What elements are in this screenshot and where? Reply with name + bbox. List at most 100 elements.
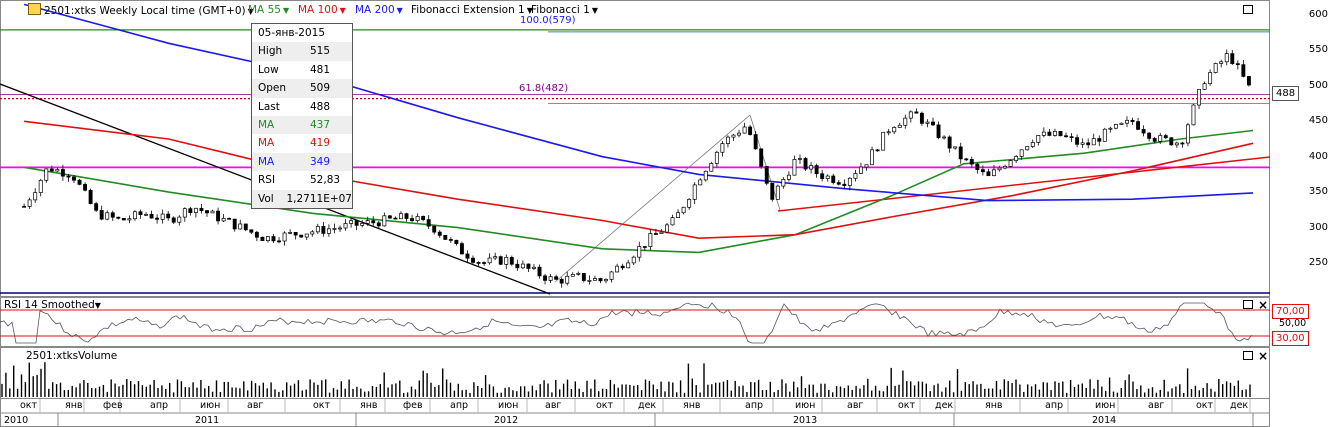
candle-body <box>886 131 891 134</box>
x-month-label: апр <box>450 400 469 411</box>
candle-body <box>498 256 503 265</box>
candle-body <box>892 127 897 133</box>
candle-body <box>410 218 414 222</box>
candle-body <box>227 217 232 220</box>
candle-body <box>421 216 426 220</box>
candle-body <box>77 179 82 185</box>
candle-body <box>182 208 187 218</box>
fibonacci-legend[interactable]: Fibonacci 1 ▼ <box>531 4 599 16</box>
candle-body <box>1003 166 1008 169</box>
candle-body <box>714 151 719 164</box>
candle-body <box>803 158 808 170</box>
candle-body <box>1219 61 1224 64</box>
candle-body <box>171 217 176 223</box>
volume-maximize-icon[interactable] <box>1243 351 1253 360</box>
x-month-label: янв <box>985 400 1003 411</box>
candle-body <box>548 276 553 281</box>
volume-close-icon[interactable]: × <box>1258 349 1269 363</box>
candle-body <box>232 218 237 230</box>
candle-body <box>1191 104 1196 126</box>
info-key: Open <box>258 82 287 95</box>
candle-body <box>1019 149 1024 157</box>
x-month-label: окт <box>898 400 916 411</box>
symbol-selector[interactable]: 2501:xtks Weekly Local time (GMT+0) ▼ <box>28 3 254 17</box>
candle-body <box>509 256 514 265</box>
ma100-legend[interactable]: MA 100 ▼ <box>298 4 346 16</box>
candle-body <box>260 236 265 241</box>
x-year-label: 2011 <box>195 415 220 426</box>
info-key: Vol <box>258 192 274 205</box>
candle-body <box>1069 136 1074 138</box>
candle-body <box>520 263 525 269</box>
candle-body <box>814 165 819 175</box>
candle-body <box>88 189 93 204</box>
candle-body <box>792 159 797 176</box>
candle-body <box>1185 124 1190 144</box>
ma55-legend[interactable]: MA 55 ▼ <box>248 4 290 16</box>
info-row-ma: MA 419 <box>252 134 352 152</box>
candle-body <box>1030 142 1035 147</box>
candle-body <box>626 262 631 269</box>
candle-body <box>33 192 38 201</box>
candle-body <box>399 213 403 220</box>
x-month-label: июн <box>795 400 816 411</box>
uptrend-line <box>777 156 1271 212</box>
info-value: 509 <box>310 82 331 95</box>
candle-body <box>798 158 802 160</box>
volume-panel-title: 2501:xtksVolume <box>26 350 118 362</box>
x-month-label: авг <box>545 400 562 411</box>
rsi-50-label: 50,00 <box>1279 318 1307 329</box>
candle-body <box>836 182 841 185</box>
y-tick-label: 600 <box>1308 9 1328 20</box>
candle-body <box>881 131 886 151</box>
candle-body <box>465 253 470 259</box>
candle-body <box>581 272 586 281</box>
rsi-panel-title[interactable]: RSI 14 Smoothed▼ <box>4 299 101 311</box>
rsi-close-icon[interactable]: × <box>1258 298 1269 312</box>
candle-body <box>748 126 753 135</box>
candle-body <box>138 211 143 215</box>
candle-body <box>1041 131 1046 136</box>
x-month-label: июн <box>200 400 221 411</box>
candle-body <box>482 262 487 264</box>
candle-body <box>653 233 658 235</box>
candle-body <box>155 217 160 220</box>
candle-body <box>919 112 924 124</box>
fib-extension-legend[interactable]: Fibonacci Extension 1 ▼ <box>411 4 533 16</box>
candle-body <box>975 163 980 170</box>
candle-body <box>1075 137 1080 145</box>
candle-body <box>897 124 902 128</box>
candle-body <box>365 220 370 224</box>
x-month-label: янв <box>360 400 378 411</box>
ma200-legend[interactable]: MA 200 ▼ <box>355 4 403 16</box>
candle-body <box>415 216 420 222</box>
info-key: MA <box>258 137 275 150</box>
candle-body <box>437 231 442 236</box>
fib-618-label: 61.8(482) <box>519 83 569 94</box>
candle-body <box>720 143 725 153</box>
candle-body <box>847 177 852 186</box>
price-panel-frame <box>0 0 1270 297</box>
candle-body <box>1008 160 1013 167</box>
candle-body <box>210 210 215 214</box>
ma55-line <box>23 129 1254 254</box>
symbol-icon <box>28 3 41 15</box>
candle-body <box>565 275 570 284</box>
rsi-maximize-icon[interactable] <box>1243 300 1253 309</box>
candle-body <box>1025 146 1030 151</box>
info-date-row: 05-янв-2015 <box>258 27 326 39</box>
candle-body <box>299 234 304 238</box>
candle-body <box>947 136 952 149</box>
x-year-label: 2012 <box>494 415 519 426</box>
candle-body <box>1119 122 1124 125</box>
candle-body <box>620 265 625 269</box>
candle-body <box>986 171 991 177</box>
candle-body <box>532 266 536 269</box>
maximize-icon[interactable] <box>1243 5 1253 14</box>
candle-body <box>83 184 88 191</box>
fib-extension-leg-1 <box>554 114 751 283</box>
candle-body <box>349 220 354 224</box>
info-value: 1,2711E+07 <box>286 192 352 205</box>
candle-body <box>698 179 703 186</box>
